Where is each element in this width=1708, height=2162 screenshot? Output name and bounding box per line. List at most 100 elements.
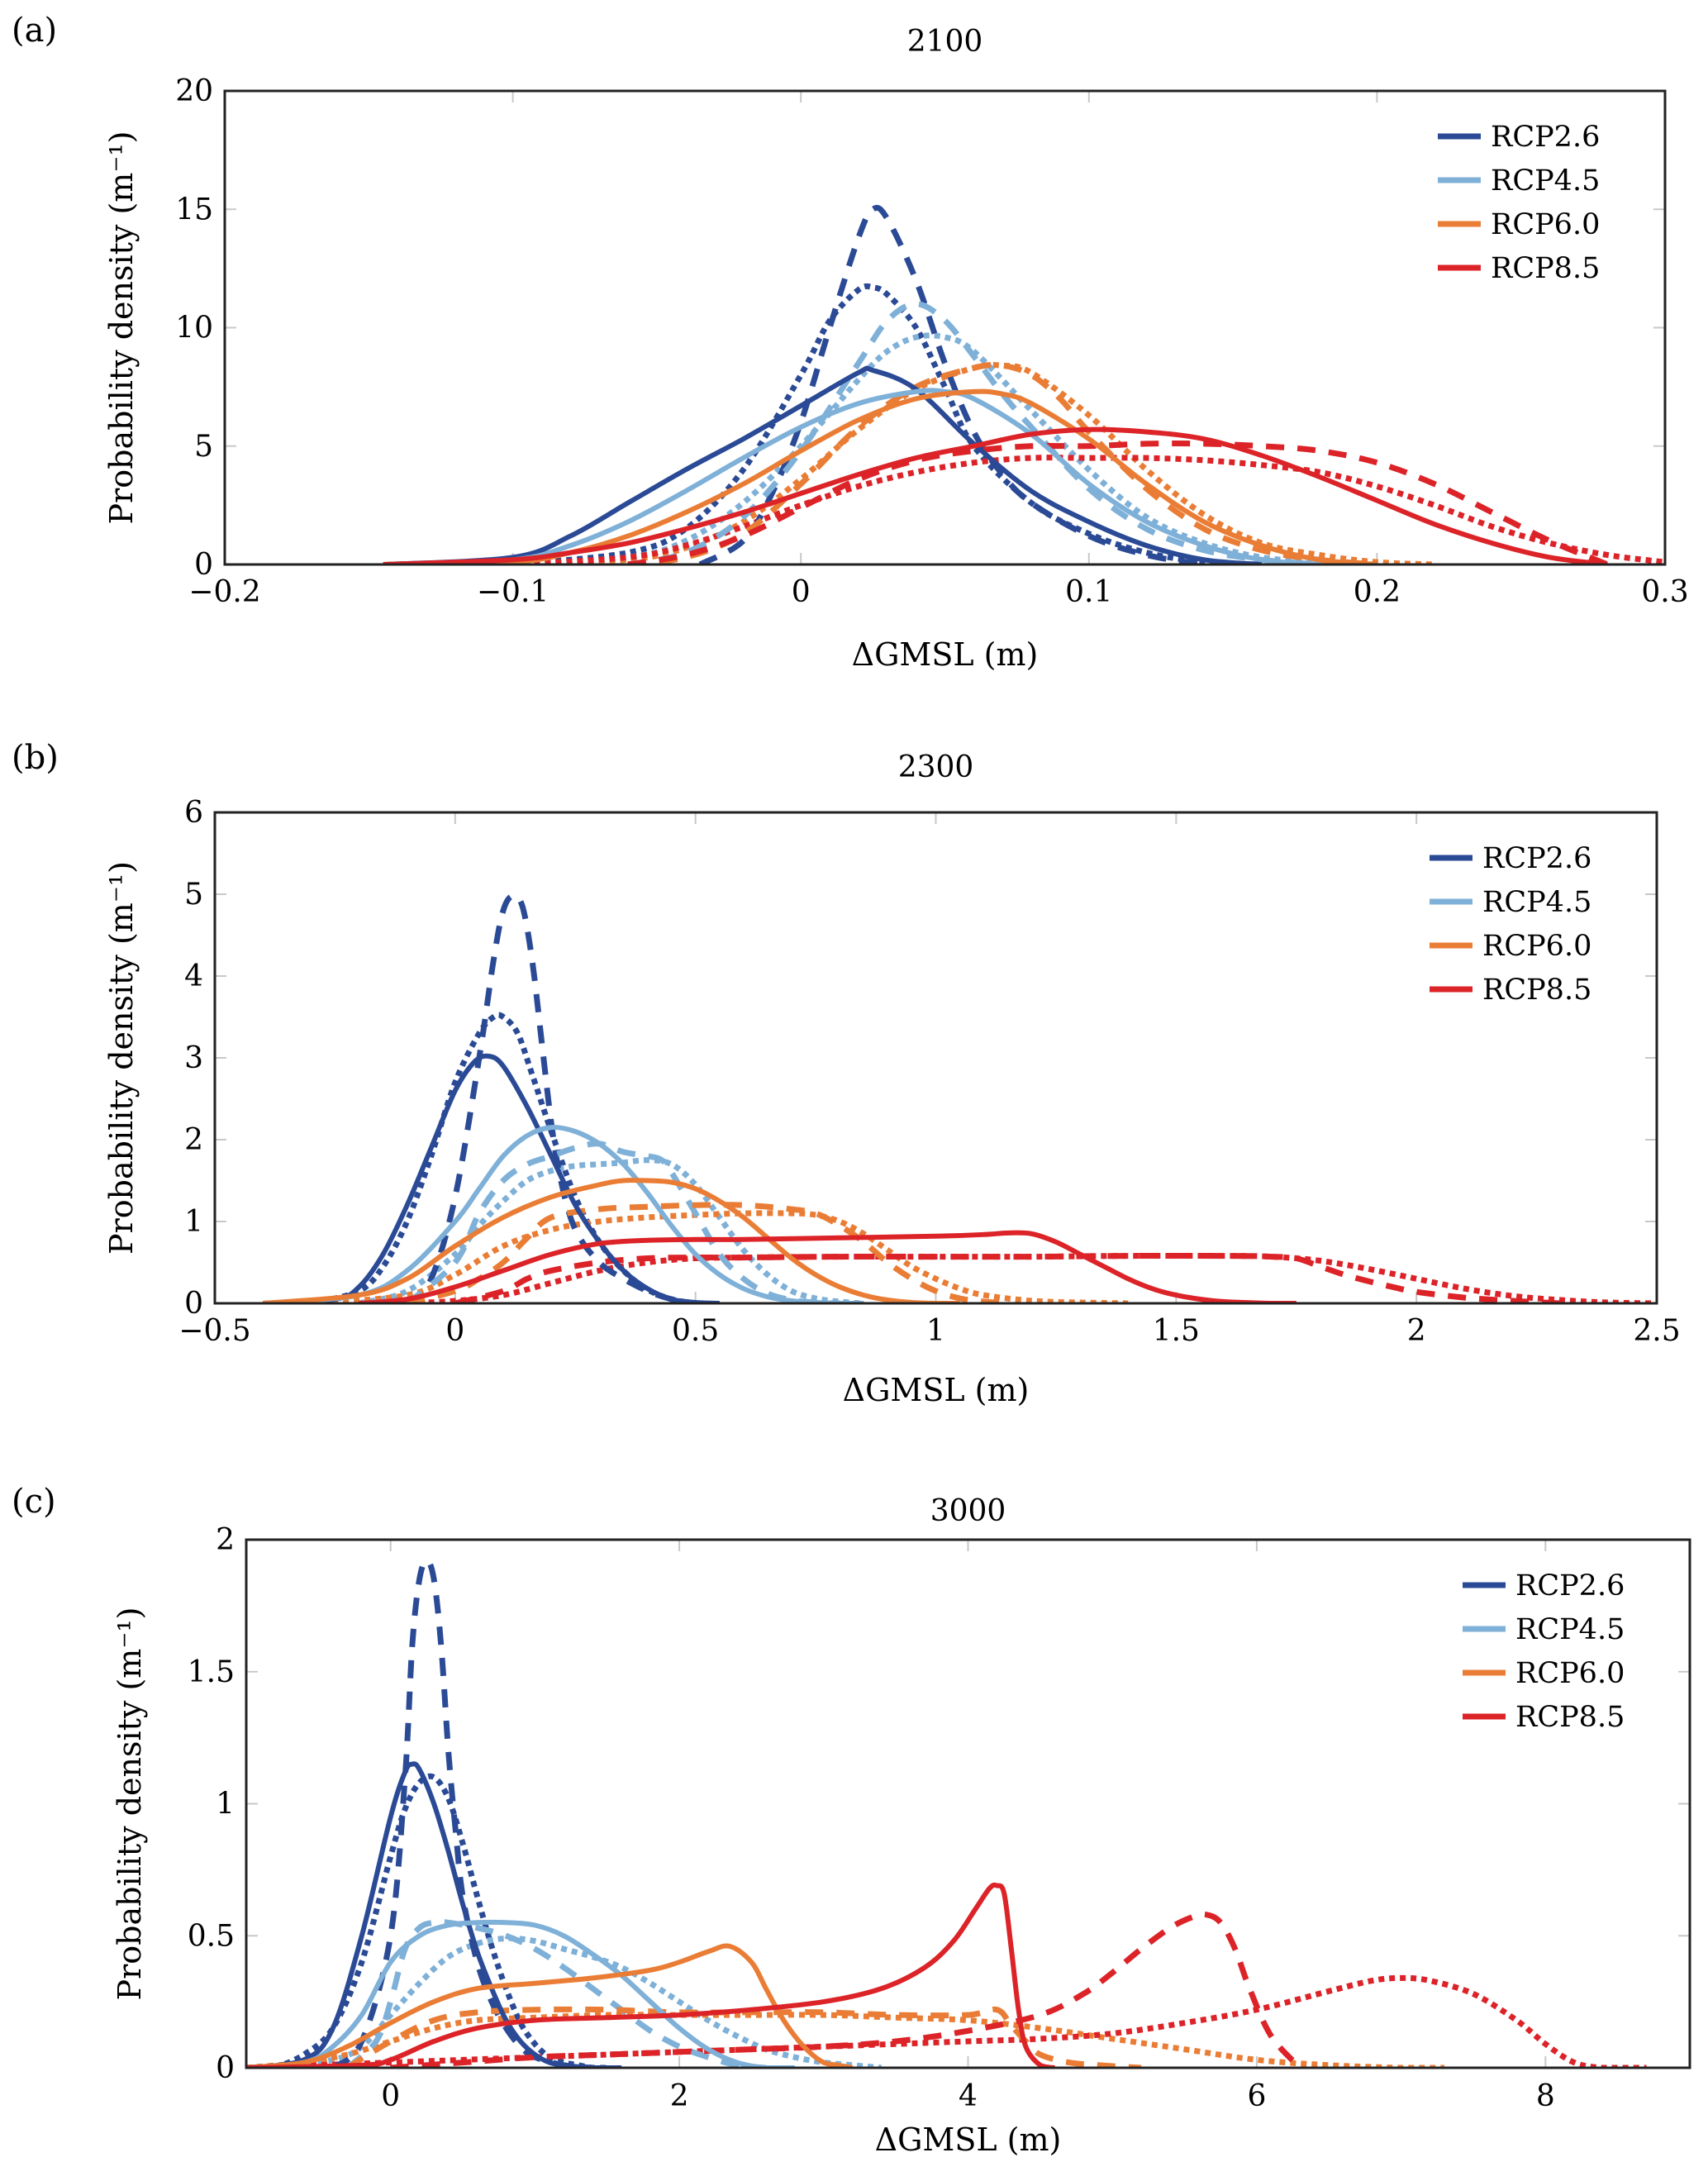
- series-line-rcp45-solid: [246, 1919, 795, 2068]
- series-line-rcp26-solid: [383, 365, 1263, 564]
- y-tick-label: 20: [175, 74, 213, 108]
- series-group: [262, 893, 1657, 1303]
- series-line-rcp45-dashed: [627, 301, 1320, 564]
- panel-b: (b) 2300 −0.5 0 0.5 1 1.5 2 2.5 0 1 2 3 4 5 6 ΔGMSL (m)…: [0, 727, 1708, 1455]
- chart-title: 2300: [898, 750, 974, 784]
- y-tick-label: 5: [184, 878, 203, 912]
- x-tick-label: 6: [1247, 2079, 1266, 2113]
- x-tick-label: 2.5: [1633, 1314, 1680, 1348]
- series-group: [383, 204, 1665, 564]
- x-tick-label: −0.5: [178, 1314, 250, 1348]
- series-line-rcp26-dashed: [698, 204, 1205, 564]
- legend-label: RCP2.6: [1515, 1569, 1625, 1602]
- y-tick-label: 5: [194, 430, 213, 464]
- series-line-rcp60-dashed: [406, 1202, 1009, 1303]
- x-tick-label: 1: [926, 1314, 945, 1348]
- series-line-rcp45-solid: [383, 388, 1320, 564]
- legend-label: RCP6.0: [1515, 1657, 1625, 1690]
- x-tick-label: −0.1: [477, 575, 549, 609]
- legend-label: RCP4.5: [1491, 164, 1600, 198]
- y-axis-label: Probability density (m⁻¹): [112, 1607, 148, 2001]
- plot-frame: [223, 89, 1667, 566]
- y-tick-label: 15: [175, 193, 213, 226]
- y-tick-label: 0: [184, 1287, 203, 1321]
- series-line-rcp60-solid: [383, 388, 1377, 564]
- panel-a: (a) 2100 −0.2 −0.1 0 0.1 0.2 0.3 0 5 10 15 20 ΔGMSL …: [0, 0, 1708, 711]
- series-line-rcp85-dotted: [407, 1252, 1657, 1303]
- series-line-rcp85-solid: [246, 1882, 1055, 2068]
- x-tick-label: 4: [959, 2079, 978, 2113]
- x-tick-label: 0.3: [1641, 575, 1688, 609]
- y-tick-label: 3: [184, 1041, 203, 1075]
- legend: RCP2.6 RCP4.5 RCP6.0 RCP8.5: [1430, 842, 1591, 1007]
- series-line-rcp60-dotted: [311, 1210, 1129, 1303]
- chart-title: 3000: [930, 1494, 1006, 1528]
- legend-label: RCP4.5: [1515, 1613, 1625, 1646]
- legend: RCP2.6 RCP4.5 RCP6.0 RCP8.5: [1463, 1569, 1625, 1734]
- series-line-rcp26-solid: [246, 1761, 622, 2068]
- series-line-rcp26-dashed: [405, 893, 697, 1303]
- x-tick-label: 1.5: [1153, 1314, 1200, 1348]
- plot-frame: [245, 1538, 1691, 2069]
- legend-label: RCP2.6: [1482, 842, 1591, 875]
- y-tick-label: 1: [216, 1788, 235, 1822]
- panel-c: (c) 3000 0 2 4 6 8 0 0.5 1 1.5 2 ΔGMSL (m) Probabili…: [0, 1471, 1708, 2162]
- series-line-rcp85-dashed: [454, 1252, 1561, 1303]
- y-tick-label: 6: [184, 796, 203, 830]
- series-line-rcp45-dotted: [358, 1157, 864, 1303]
- series-line-rcp26-dotted: [310, 1012, 697, 1303]
- x-tick-label: 2: [1407, 1314, 1426, 1348]
- y-tick-label: 1.5: [188, 1655, 235, 1689]
- x-tick-label: 0.5: [672, 1314, 719, 1348]
- y-tick-label: 0: [216, 2051, 235, 2085]
- plot-frame: [213, 811, 1658, 1305]
- series-line-rcp45-dashed: [345, 1918, 767, 2068]
- x-tick-label: 0: [445, 1314, 464, 1348]
- chart-3000: 3000 0 2 4 6 8 0 0.5 1 1.5 2 ΔGMSL (m) Probability d…: [112, 1494, 1691, 2158]
- x-tick-label: −0.2: [188, 575, 260, 609]
- legend-label: RCP8.5: [1491, 252, 1600, 285]
- x-tick-label: 0: [792, 575, 811, 609]
- series-line-rcp60-solid: [262, 1178, 960, 1303]
- x-axis-label: ΔGMSL (m): [843, 1372, 1030, 1408]
- legend-label: RCP2.6: [1491, 121, 1600, 154]
- x-tick-label: 2: [670, 2079, 689, 2113]
- x-axis-label: ΔGMSL (m): [875, 2122, 1062, 2158]
- y-axis-label: Probability density (m⁻¹): [103, 131, 140, 525]
- y-tick-label: 2: [184, 1123, 203, 1157]
- series-line-rcp85-dashed: [627, 440, 1609, 564]
- legend-label: RCP8.5: [1515, 1701, 1625, 1734]
- x-tick-label: 0.2: [1354, 575, 1401, 609]
- y-axis-label: Probability density (m⁻¹): [103, 861, 140, 1255]
- x-axis-label: ΔGMSL (m): [852, 636, 1039, 673]
- legend-label: RCP4.5: [1482, 886, 1591, 919]
- chart-2100: 2100 −0.2 −0.1 0 0.1 0.2 0.3 0 5 10 15 20 ΔGMSL (m) P…: [103, 25, 1689, 673]
- legend: RCP2.6 RCP4.5 RCP6.0 RCP8.5: [1438, 121, 1600, 285]
- x-tick-label: 8: [1536, 2079, 1555, 2113]
- series-group: [246, 1558, 1647, 2068]
- panel-label: (c): [12, 1483, 56, 1521]
- y-tick-label: 4: [184, 960, 203, 993]
- series-line-rcp60-dashed: [627, 361, 1377, 564]
- panel-label: (b): [12, 739, 59, 777]
- chart-title: 2100: [907, 25, 983, 59]
- series-line-rcp85-solid: [383, 426, 1608, 564]
- series-line-rcp45-solid: [262, 1124, 864, 1303]
- series-line-rcp85-dotted: [512, 455, 1665, 564]
- x-tick-label: 0: [381, 2079, 400, 2113]
- series-line-rcp60-solid: [246, 1943, 854, 2068]
- y-tick-label: 1: [184, 1205, 203, 1239]
- y-tick-label: 10: [175, 312, 213, 345]
- legend-label: RCP6.0: [1491, 208, 1600, 241]
- series-line-rcp26-dashed: [331, 1558, 593, 2068]
- y-tick-label: 0.5: [188, 1919, 235, 1953]
- series-line-rcp60-dashed: [345, 2006, 1142, 2068]
- series-line-rcp85-solid: [359, 1230, 1296, 1303]
- legend-label: RCP6.0: [1482, 930, 1591, 963]
- y-tick-label: 0: [194, 548, 213, 582]
- y-tick-label: 2: [216, 1523, 235, 1557]
- series-line-rcp26-solid: [263, 1053, 720, 1303]
- panel-label: (a): [12, 12, 58, 50]
- legend-label: RCP8.5: [1482, 974, 1591, 1007]
